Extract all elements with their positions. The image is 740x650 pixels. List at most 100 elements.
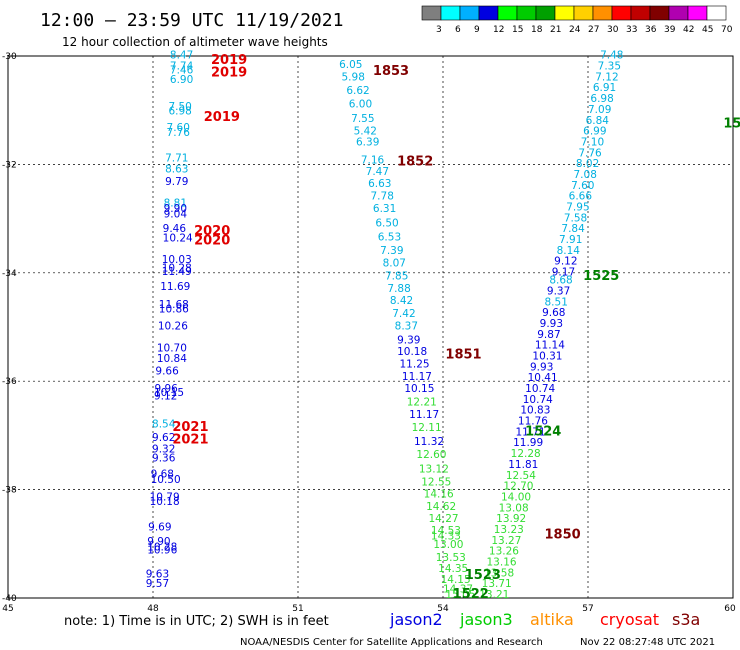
pass-time-label: 2019 xyxy=(211,53,247,68)
swh-observation: 6.98 xyxy=(590,93,613,105)
swh-observation: 9.68 xyxy=(542,307,565,319)
pass-time-label: 2019 xyxy=(211,66,247,81)
swh-observation: 14.00 xyxy=(501,491,531,503)
swh-observation: 7.95 xyxy=(566,201,589,213)
colorbar-label: 12 xyxy=(493,25,504,35)
swh-observation: 9.17 xyxy=(552,267,575,279)
swh-observation: 6.05 xyxy=(339,59,362,71)
swh-observation: 13.58 xyxy=(484,567,514,579)
swh-observation: 14.35 xyxy=(438,563,468,575)
swh-observation: 14.16 xyxy=(424,489,454,501)
swh-observation: 7.60 xyxy=(571,180,594,192)
pass-time-label: 2021 xyxy=(172,433,208,448)
colorbar-swatch xyxy=(649,5,670,21)
swh-observation: 8.51 xyxy=(545,296,568,308)
colorbar-swatch xyxy=(478,5,499,21)
swh-observation: 9.32 xyxy=(152,444,175,456)
map-subtitle: 12 hour collection of altimeter wave hei… xyxy=(62,35,328,49)
legend-cryosat: cryosat xyxy=(600,610,659,629)
swh-observation: 8.54 xyxy=(152,418,176,430)
swh-observation: 13.27 xyxy=(491,535,521,547)
swh-observation: 9.96 xyxy=(154,383,178,395)
colorbar-swatch xyxy=(573,5,594,21)
swh-observation: 9.46 xyxy=(163,223,187,235)
swh-observation: 6.98 xyxy=(168,106,191,118)
swh-observation: 11.14 xyxy=(535,340,565,352)
pass-time-label: 1850 xyxy=(545,527,581,542)
swh-observation: 7.42 xyxy=(392,308,415,320)
swh-observation: 7.78 xyxy=(371,191,394,203)
y-tick-label: -34 xyxy=(2,269,17,279)
swh-observation: 12.60 xyxy=(416,449,446,461)
colorbar-label: 15 xyxy=(512,25,523,35)
swh-observation: 11.25 xyxy=(400,359,430,371)
swh-observation: 7.76 xyxy=(167,127,191,139)
x-tick-label: 60 xyxy=(724,604,736,614)
swh-observation: 11.17 xyxy=(409,409,439,421)
swh-observation: 12.28 xyxy=(511,448,541,460)
swh-observation: 9.90 xyxy=(164,203,187,215)
swh-observation: 10.24 xyxy=(163,232,193,244)
swh-observation: 9.37 xyxy=(547,285,570,297)
pass-time-label: 1523 xyxy=(465,568,501,583)
swh-observation: 13.53 xyxy=(436,552,466,564)
colorbar-label: 6 xyxy=(455,25,461,35)
swh-observation: 9.04 xyxy=(164,209,188,221)
swh-observation: 6.91 xyxy=(593,82,616,94)
swh-observation: 6.84 xyxy=(586,115,610,127)
swh-observation: 9.36 xyxy=(152,452,176,464)
swh-observation: 10.28 xyxy=(147,541,177,553)
swh-observation: 12.70 xyxy=(503,481,533,493)
swh-observation: 11.49 xyxy=(162,266,192,278)
swh-observation: 10.26 xyxy=(158,321,188,333)
swh-observation: 6.31 xyxy=(373,203,396,215)
swh-observation: 11.71 xyxy=(516,426,546,438)
swh-observation: 12.21 xyxy=(407,397,437,409)
swh-observation: 7.76 xyxy=(578,147,602,159)
colorbar-swatch xyxy=(706,5,727,21)
swh-observation: 9.90 xyxy=(147,536,170,548)
swh-observation: 8.63 xyxy=(165,164,188,176)
swh-observation: 8.14 xyxy=(557,245,581,257)
pass-time-label: 1522 xyxy=(453,587,489,602)
swh-observation: 12.54 xyxy=(506,470,536,482)
swh-observation: 10.41 xyxy=(528,372,558,384)
swh-observation: 7.39 xyxy=(380,245,403,257)
swh-observation: 12.11 xyxy=(412,422,442,434)
swh-observation: 7.71 xyxy=(165,153,188,165)
swh-observation: 6.99 xyxy=(583,126,606,138)
swh-observation: 13.23 xyxy=(494,524,524,536)
swh-observation: 11.69 xyxy=(160,281,190,293)
swh-observation: 9.57 xyxy=(146,578,169,590)
swh-observation: 10.18 xyxy=(150,496,180,508)
swh-observation: 11.17 xyxy=(402,371,432,383)
swh-observation: 11.99 xyxy=(513,437,543,449)
swh-observation: 13.00 xyxy=(433,539,463,551)
swh-observation: 9.39 xyxy=(397,334,420,346)
swh-observation: 13.71 xyxy=(482,578,512,590)
swh-observation: 9.68 xyxy=(151,469,174,481)
pass-time-label: 1526 xyxy=(723,117,740,132)
colorbar-label: 9 xyxy=(474,25,480,35)
swh-observation: 9.12 xyxy=(554,256,577,268)
footer-source: NOAA/NESDIS Center for Satellite Applica… xyxy=(240,637,543,648)
map-border xyxy=(7,55,734,599)
swh-observation: 7.46 xyxy=(170,64,194,76)
colorbar-label: 30 xyxy=(607,25,619,35)
swh-observation: 8.02 xyxy=(576,158,599,170)
swh-observation: 7.60 xyxy=(167,122,190,134)
swh-observation: 6.00 xyxy=(349,98,372,110)
pass-time-label: 1852 xyxy=(397,154,433,169)
colorbar-label: 45 xyxy=(702,25,713,35)
swh-observation: 14.62 xyxy=(426,501,456,513)
swh-observation: 7.16 xyxy=(361,154,385,166)
colorbar-swatch xyxy=(630,5,651,21)
swh-observation: 7.35 xyxy=(598,61,621,73)
swh-observation: 7.09 xyxy=(588,104,611,116)
swh-observation: 13.08 xyxy=(499,502,529,514)
colorbar-swatch xyxy=(516,5,537,21)
pass-time-label: 1525 xyxy=(583,269,619,284)
swh-observation: 11.32 xyxy=(414,436,444,448)
swh-observation: 6.90 xyxy=(170,74,193,86)
